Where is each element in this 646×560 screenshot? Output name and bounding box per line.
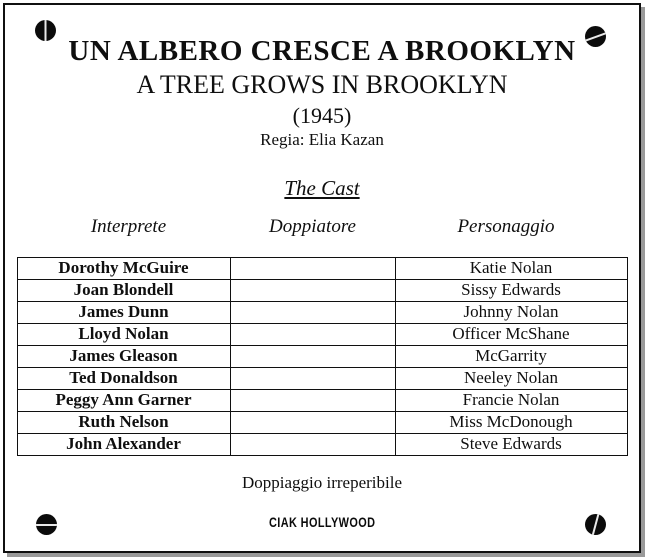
- cell-doppiatore: [229, 366, 396, 390]
- screw-icon-bottom-right: [585, 514, 606, 535]
- dubbing-card-page: UN ALBERO CRESCE A BROOKLYN A TREE GROWS…: [3, 3, 641, 553]
- cast-table-row: John Alexander Steve Edwards: [16, 432, 628, 456]
- cell-personaggio: Officer McShane: [394, 322, 628, 346]
- cell-interprete: James Gleason: [16, 344, 231, 368]
- ciak-hollywood-logo: CIAK HOLLYWOOD: [268, 514, 376, 530]
- cast-table-row: Ted Donaldson Neeley Nolan: [16, 366, 628, 390]
- cell-interprete: Ruth Nelson: [16, 410, 231, 434]
- director-credit: Regia: Elia Kazan: [260, 130, 384, 150]
- cell-personaggio: Miss McDonough: [394, 410, 628, 434]
- cell-doppiatore: [229, 300, 396, 324]
- cell-doppiatore: [229, 256, 396, 280]
- title-italian: UN ALBERO CRESCE A BROOKLYN: [68, 35, 576, 67]
- screw-icon-bottom-left: [36, 514, 57, 535]
- cell-doppiatore: [229, 322, 396, 346]
- cell-interprete: Lloyd Nolan: [16, 322, 231, 346]
- column-header-doppiatore: Doppiatore: [269, 215, 356, 237]
- cell-interprete: John Alexander: [16, 432, 231, 456]
- release-year: (1945): [292, 102, 352, 128]
- cast-heading-row: The Cast: [5, 175, 639, 200]
- title-english: A TREE GROWS IN BROOKLYN: [136, 70, 508, 100]
- cell-personaggio: McGarrity: [394, 344, 628, 368]
- column-header-interprete: Interprete: [90, 215, 167, 237]
- cast-table-row: Lloyd Nolan Officer McShane: [16, 322, 628, 346]
- cast-table-row: James Gleason McGarrity: [16, 344, 628, 368]
- cell-interprete: Ted Donaldson: [16, 366, 231, 390]
- cast-table-row: James Dunn Johnny Nolan: [16, 300, 628, 324]
- column-header-personaggio: Personaggio: [457, 215, 555, 237]
- cell-doppiatore: [229, 410, 396, 434]
- screw-icon-top-left: [35, 20, 56, 41]
- cell-interprete: Joan Blondell: [16, 278, 231, 302]
- cast-table-row: Dorothy McGuire Katie Nolan: [16, 256, 628, 280]
- dubbing-note: Doppiaggio irreperibile: [241, 472, 403, 492]
- cell-doppiatore: [229, 388, 396, 412]
- cast-table-row: Peggy Ann Garner Francie Nolan: [16, 388, 628, 412]
- cast-table-row: Joan Blondell Sissy Edwards: [16, 278, 628, 302]
- cast-table: Dorothy McGuire Katie Nolan Joan Blondel…: [16, 256, 628, 456]
- cell-interprete: James Dunn: [16, 300, 231, 324]
- screw-icon-top-right: [585, 26, 606, 47]
- logo-row: CIAK HOLLYWOOD: [5, 515, 639, 531]
- cell-doppiatore: [229, 344, 396, 368]
- cast-heading: The Cast: [284, 175, 360, 200]
- cell-doppiatore: [229, 432, 396, 456]
- cell-personaggio: Steve Edwards: [394, 432, 628, 456]
- cast-column-headers: Interprete Doppiatore Personaggio: [25, 216, 620, 238]
- cast-table-row: Ruth Nelson Miss McDonough: [16, 410, 628, 434]
- cell-personaggio: Sissy Edwards: [394, 278, 628, 302]
- cell-doppiatore: [229, 278, 396, 302]
- cell-personaggio: Neeley Nolan: [394, 366, 628, 390]
- cell-personaggio: Johnny Nolan: [394, 300, 628, 324]
- cell-interprete: Peggy Ann Garner: [16, 388, 231, 412]
- cell-personaggio: Katie Nolan: [394, 256, 628, 280]
- cell-interprete: Dorothy McGuire: [16, 256, 231, 280]
- cell-personaggio: Francie Nolan: [394, 388, 628, 412]
